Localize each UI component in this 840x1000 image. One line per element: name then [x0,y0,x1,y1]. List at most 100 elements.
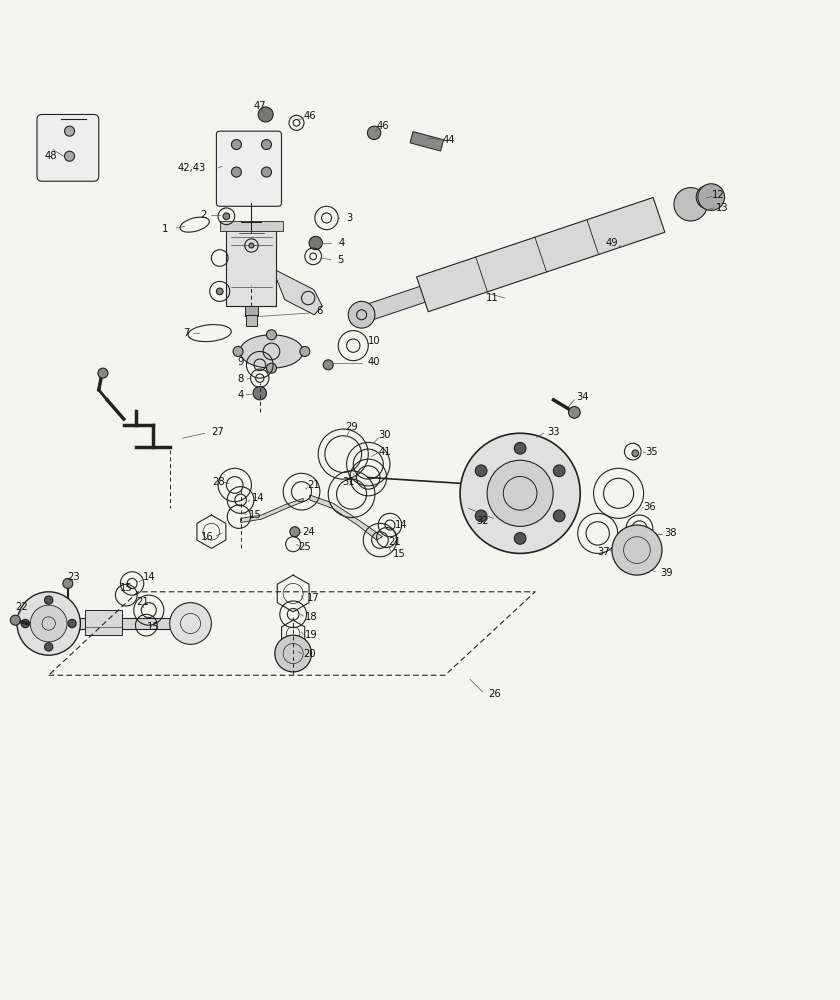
Text: 49: 49 [606,238,618,248]
Circle shape [475,510,487,522]
Text: 9: 9 [238,357,244,367]
Polygon shape [276,271,323,315]
Circle shape [98,368,108,378]
Circle shape [65,126,75,136]
Circle shape [217,288,223,295]
Circle shape [253,387,266,400]
Circle shape [21,619,29,628]
Text: 6: 6 [317,306,323,316]
Circle shape [233,346,243,356]
Text: 2: 2 [200,210,207,220]
Text: 46: 46 [303,111,316,121]
Circle shape [569,407,580,418]
Text: 4: 4 [339,238,344,248]
Circle shape [487,460,554,526]
Text: 18: 18 [305,612,318,622]
Circle shape [258,107,273,122]
Text: 3: 3 [346,213,352,223]
Text: 41: 41 [379,447,391,457]
Text: 5: 5 [337,255,343,265]
Text: 26: 26 [489,689,501,699]
Circle shape [231,167,241,177]
Circle shape [475,465,487,477]
Text: 21: 21 [307,480,319,490]
Circle shape [266,363,276,373]
Text: 8: 8 [238,374,244,384]
Text: 20: 20 [303,649,316,659]
Circle shape [65,151,75,161]
Text: 40: 40 [368,357,381,367]
Text: 4: 4 [238,390,244,400]
Text: 15: 15 [147,622,160,632]
Bar [220,221,283,231]
Text: 7: 7 [183,328,190,338]
Text: 33: 33 [548,427,559,437]
Text: 35: 35 [646,447,659,457]
Text: 29: 29 [345,422,358,432]
Text: 30: 30 [379,430,391,440]
Circle shape [460,433,580,553]
Circle shape [554,465,565,477]
Text: 44: 44 [443,135,455,145]
Bar [36,618,203,629]
Text: 13: 13 [716,203,728,213]
Ellipse shape [239,335,303,368]
Circle shape [309,236,323,250]
Text: 42,43: 42,43 [177,163,206,173]
Text: 32: 32 [476,516,489,526]
Circle shape [17,592,81,655]
Text: 39: 39 [660,568,673,578]
Text: 21: 21 [389,537,402,547]
Text: 1: 1 [162,224,169,234]
Text: 14: 14 [252,493,265,503]
Text: 34: 34 [576,392,589,402]
Circle shape [68,619,76,628]
Circle shape [63,578,73,588]
Circle shape [223,213,230,220]
FancyBboxPatch shape [217,131,281,206]
Polygon shape [240,498,303,523]
Circle shape [10,615,20,625]
Polygon shape [417,197,664,312]
Bar [245,315,257,326]
Text: 19: 19 [305,630,318,640]
Bar [227,227,276,306]
Text: 48: 48 [45,151,57,161]
Circle shape [170,603,212,644]
Text: 16: 16 [201,532,213,542]
Circle shape [45,643,53,651]
Circle shape [632,450,638,457]
Text: 46: 46 [377,121,390,131]
Bar [85,610,122,635]
Text: 15: 15 [249,510,261,520]
Text: 11: 11 [486,293,499,303]
Text: 15: 15 [120,583,133,593]
Circle shape [231,140,241,150]
Text: 17: 17 [307,593,319,603]
Text: 25: 25 [298,542,312,552]
Polygon shape [359,284,432,323]
Text: 24: 24 [302,527,314,537]
Circle shape [698,184,725,210]
Bar [244,306,258,316]
Circle shape [367,126,381,140]
Circle shape [275,635,312,672]
FancyBboxPatch shape [37,114,99,181]
Text: 23: 23 [67,572,80,582]
Circle shape [266,330,276,340]
Circle shape [554,510,565,522]
Circle shape [300,346,310,356]
Circle shape [323,360,333,370]
Bar [410,132,444,151]
Circle shape [612,525,662,575]
Text: 31: 31 [343,477,355,487]
Circle shape [261,167,271,177]
Text: 22: 22 [15,602,28,612]
Circle shape [514,442,526,454]
Circle shape [249,243,254,248]
Text: 47: 47 [254,101,266,111]
Text: 28: 28 [212,477,224,487]
Text: 37: 37 [597,547,610,557]
Text: 10: 10 [368,336,381,346]
Text: 21: 21 [137,597,150,607]
